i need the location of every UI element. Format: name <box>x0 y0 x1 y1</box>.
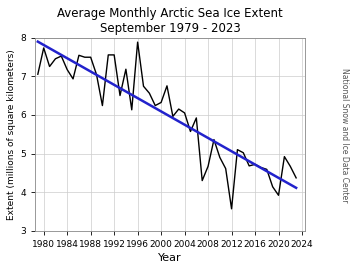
Text: National Snow and Ice Data Center: National Snow and Ice Data Center <box>340 68 349 202</box>
Y-axis label: Extent (millions of square kilometers): Extent (millions of square kilometers) <box>7 49 16 220</box>
X-axis label: Year: Year <box>158 253 182 263</box>
Title: Average Monthly Arctic Sea Ice Extent
September 1979 - 2023: Average Monthly Arctic Sea Ice Extent Se… <box>57 7 283 35</box>
